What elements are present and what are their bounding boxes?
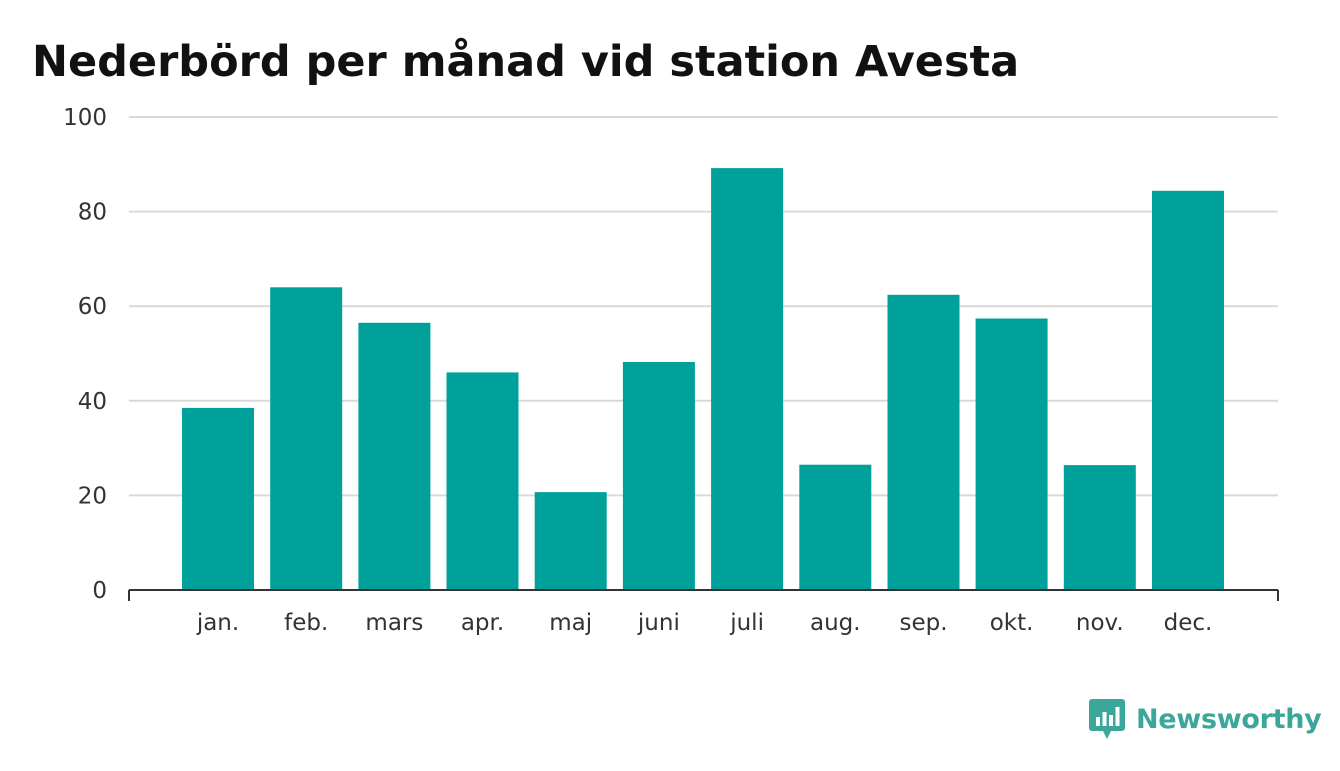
- bar: [1063, 465, 1136, 590]
- bar: [358, 322, 431, 590]
- newsworthy-logo-icon: [1089, 699, 1125, 739]
- bar: [446, 372, 519, 590]
- x-tick-label: okt.: [990, 610, 1034, 636]
- y-tick-label: 0: [92, 578, 107, 604]
- x-tick-label: feb.: [284, 610, 328, 636]
- x-tick-label: juni: [637, 610, 680, 636]
- x-tick-label: dec.: [1164, 610, 1213, 636]
- newsworthy-branding: Newsworthy: [1088, 696, 1322, 742]
- x-tick-label: jan.: [196, 610, 239, 636]
- y-tick-label: 60: [78, 294, 107, 320]
- x-tick-label: apr.: [461, 610, 504, 636]
- y-tick-label: 100: [63, 105, 107, 131]
- bar: [711, 168, 784, 590]
- x-tick-label: nov.: [1076, 610, 1124, 636]
- x-axis-tick-labels: jan. feb. mars apr. maj juni juli aug. sep. okt. n…: [196, 610, 1213, 636]
- bar: [887, 294, 960, 590]
- bar: [799, 464, 872, 590]
- bar: [270, 287, 343, 590]
- bar-chart: 0 20 40 60 80 100 jan. feb. mars apr. maj juni juli…: [63, 105, 1279, 636]
- x-axis: [128, 589, 1279, 601]
- bars: [182, 168, 1224, 591]
- bar: [1152, 190, 1224, 591]
- y-tick-label: 20: [78, 483, 107, 509]
- x-tick-label: juli: [729, 610, 764, 636]
- y-axis-tick-labels: 0 20 40 60 80 100: [63, 105, 107, 604]
- bar: [534, 492, 607, 590]
- y-tick-label: 40: [78, 389, 107, 415]
- x-tick-label: aug.: [810, 610, 861, 636]
- bar: [182, 407, 254, 590]
- bar: [975, 318, 1048, 590]
- chart-title: Nederbörd per månad vid station Avesta: [32, 37, 1020, 87]
- y-tick-label: 80: [78, 200, 107, 226]
- bar: [622, 362, 695, 590]
- x-tick-label: maj: [549, 610, 592, 636]
- brand-name: Newsworthy: [1136, 703, 1322, 735]
- x-tick-label: sep.: [899, 610, 947, 636]
- x-tick-label: mars: [365, 610, 423, 636]
